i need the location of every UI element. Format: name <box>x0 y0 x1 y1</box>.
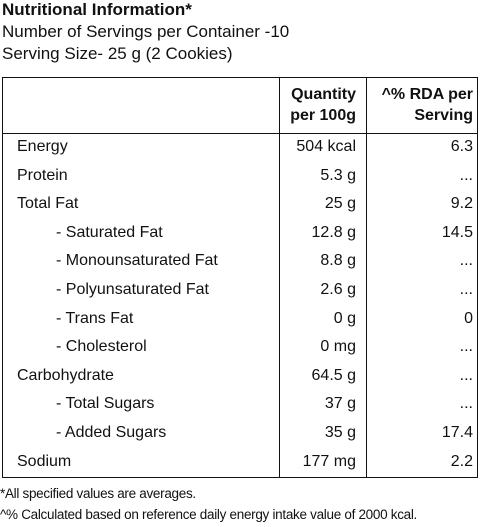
row-label: Total Fat <box>17 195 79 213</box>
servings: Number of Servings per Container -10 <box>2 22 290 41</box>
quantity: 37 g <box>324 395 356 413</box>
quantity: 504 kcal <box>296 138 356 155</box>
column-header: ^% RDA per Serving <box>381 86 473 124</box>
serving-size: Serving Size- 25 g (2 Cookies) <box>2 44 233 63</box>
row-label: - Polyunsaturated Fat <box>56 281 209 298</box>
quantity: 12.8 g <box>311 223 356 241</box>
quantity: 2.6 g <box>320 281 356 298</box>
row-label: Carbohydrate <box>17 366 114 384</box>
rda: 14.5 <box>441 223 473 241</box>
rda: ... <box>459 281 473 298</box>
rda: 9.2 <box>450 195 473 213</box>
rda: 0 <box>464 309 473 327</box>
quantity: 0 g <box>333 309 356 327</box>
rda: ... <box>459 338 473 356</box>
quantity: 64.5 g <box>311 366 356 384</box>
quantity: 0 mg <box>320 338 356 356</box>
col-divider <box>279 78 280 477</box>
quantity: 25 g <box>324 195 356 213</box>
row-label: - Trans Fat <box>56 309 134 327</box>
row-label: - Added Sugars <box>56 424 167 441</box>
column-header: Quantity per 100g <box>290 86 356 124</box>
nutrition-table: Quantity per 100g ^% RDA per Serving Ene… <box>2 77 478 478</box>
header-divider <box>3 133 477 134</box>
row-label: - Saturated Fat <box>56 223 163 241</box>
footnote: ^% Calculated based on reference daily e… <box>0 507 418 522</box>
rda: 17.4 <box>441 424 473 441</box>
rda: 2.2 <box>450 452 473 470</box>
footnote: *All specified values are averages. <box>0 486 196 501</box>
quantity: 8.8 g <box>320 252 356 270</box>
row-label: - Total Sugars <box>56 395 155 413</box>
rda: ... <box>459 166 473 184</box>
row-label: Energy <box>17 138 68 155</box>
rda: ... <box>459 366 473 384</box>
row-label: Protein <box>17 166 68 184</box>
rda: ... <box>459 395 473 413</box>
quantity: 5.3 g <box>320 166 356 184</box>
col-divider <box>366 78 367 477</box>
quantity: 177 mg <box>302 452 356 470</box>
quantity: 35 g <box>324 424 356 441</box>
rda: ... <box>459 252 473 270</box>
rda: 6.3 <box>450 138 473 155</box>
row-label: - Cholesterol <box>56 338 147 356</box>
row-label: Sodium <box>17 452 72 470</box>
row-label: - Monounsaturated Fat <box>56 252 218 270</box>
title: Nutritional Information* <box>2 0 192 19</box>
